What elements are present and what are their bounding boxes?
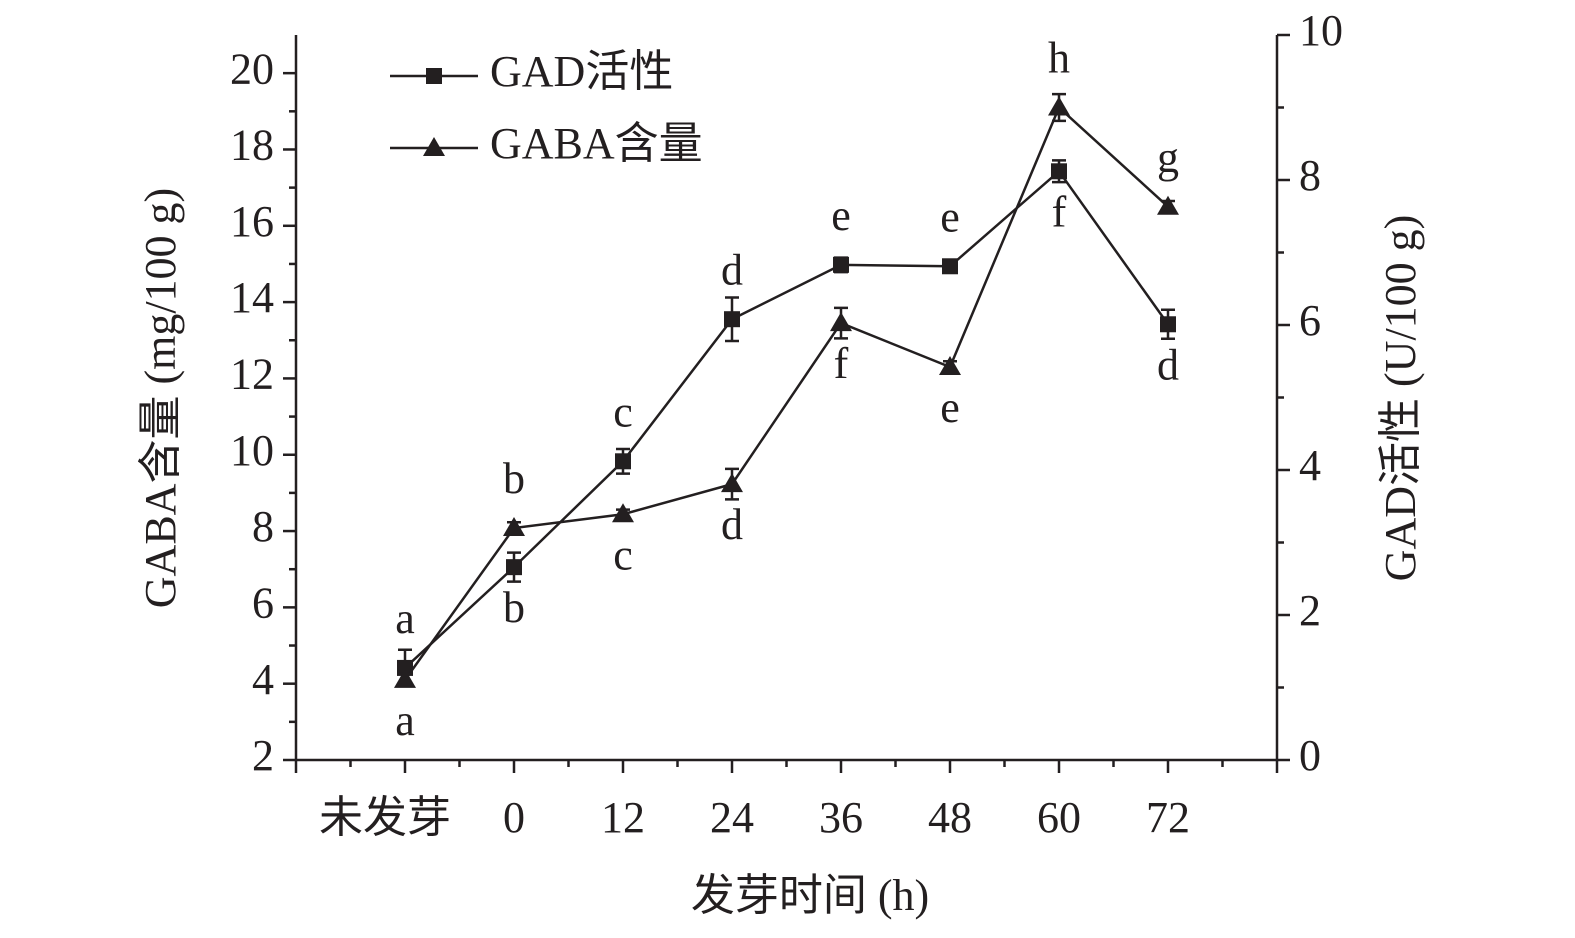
data-point (830, 312, 852, 332)
data-point (1157, 195, 1179, 215)
data-point (1051, 163, 1067, 180)
significance-label: b (503, 454, 525, 503)
significance-label: f (1052, 187, 1067, 236)
data-point (397, 659, 413, 676)
legend-marker (426, 68, 442, 84)
x-tick-label: 72 (1146, 793, 1190, 842)
significance-label: d (721, 500, 743, 549)
legend-label: GAD活性 (490, 47, 673, 96)
significance-label: e (940, 383, 960, 432)
x-tick-label: 24 (710, 793, 754, 842)
x-tick-label: 60 (1037, 793, 1081, 842)
significance-label: e (831, 191, 851, 240)
significance-label: a (395, 696, 415, 745)
data-point (1048, 96, 1070, 116)
significance-label: d (1157, 340, 1179, 389)
y-tick-label: 18 (230, 121, 274, 170)
significance-label: b (503, 583, 525, 632)
data-point (615, 453, 631, 470)
legend-marker (423, 137, 445, 156)
y-tick-label: 2 (252, 731, 274, 780)
axis-frame (294, 35, 1279, 762)
data-point (394, 668, 416, 688)
data-point (942, 258, 958, 275)
y-tick-label: 6 (252, 578, 274, 627)
x-tick-label: 0 (503, 793, 525, 842)
y2-tick-label: 4 (1299, 441, 1321, 490)
data-point (612, 503, 634, 523)
y-tick-label: 10 (230, 426, 274, 475)
data-point (721, 473, 743, 493)
y-tick-label: 20 (230, 44, 274, 93)
y2-axis-label: GAD活性 (U/100 g) (1376, 215, 1425, 582)
data-point (833, 256, 849, 273)
x-tick-label: 36 (819, 793, 863, 842)
significance-label: e (940, 192, 960, 241)
y2-tick-label: 6 (1299, 296, 1321, 345)
series-line (404, 169, 1170, 669)
y2-tick-label: 0 (1299, 731, 1321, 780)
data-point (1160, 316, 1176, 333)
data-point (939, 355, 961, 375)
data-point (506, 559, 522, 576)
y-tick-label: 8 (252, 502, 274, 551)
y2-tick-label: 2 (1299, 586, 1321, 635)
significance-label: c (613, 530, 633, 579)
x-axis-label: 发芽时间 (h) (691, 871, 929, 920)
x-tick-label: 未发芽 (319, 793, 451, 842)
legend-label: GABA含量 (490, 119, 703, 168)
x-tick-label: 48 (928, 793, 972, 842)
x-tick-label: 12 (601, 793, 645, 842)
significance-label: h (1048, 34, 1070, 83)
significance-label: c (613, 387, 633, 436)
y2-tick-label: 8 (1299, 151, 1321, 200)
significance-label: d (721, 245, 743, 294)
significance-label: g (1157, 133, 1179, 182)
y2-tick-label: 10 (1299, 6, 1343, 55)
series-line (403, 105, 1169, 681)
significance-label: f (834, 339, 849, 388)
y-tick-label: 12 (230, 350, 274, 399)
y-tick-label: 14 (230, 273, 274, 322)
y-tick-label: 4 (252, 655, 274, 704)
y-tick-label: 16 (230, 197, 274, 246)
data-point (503, 517, 525, 536)
data-point (724, 311, 740, 328)
significance-label: a (395, 594, 415, 643)
y-axis-label: GABA含量 (mg/100 g) (136, 188, 185, 608)
